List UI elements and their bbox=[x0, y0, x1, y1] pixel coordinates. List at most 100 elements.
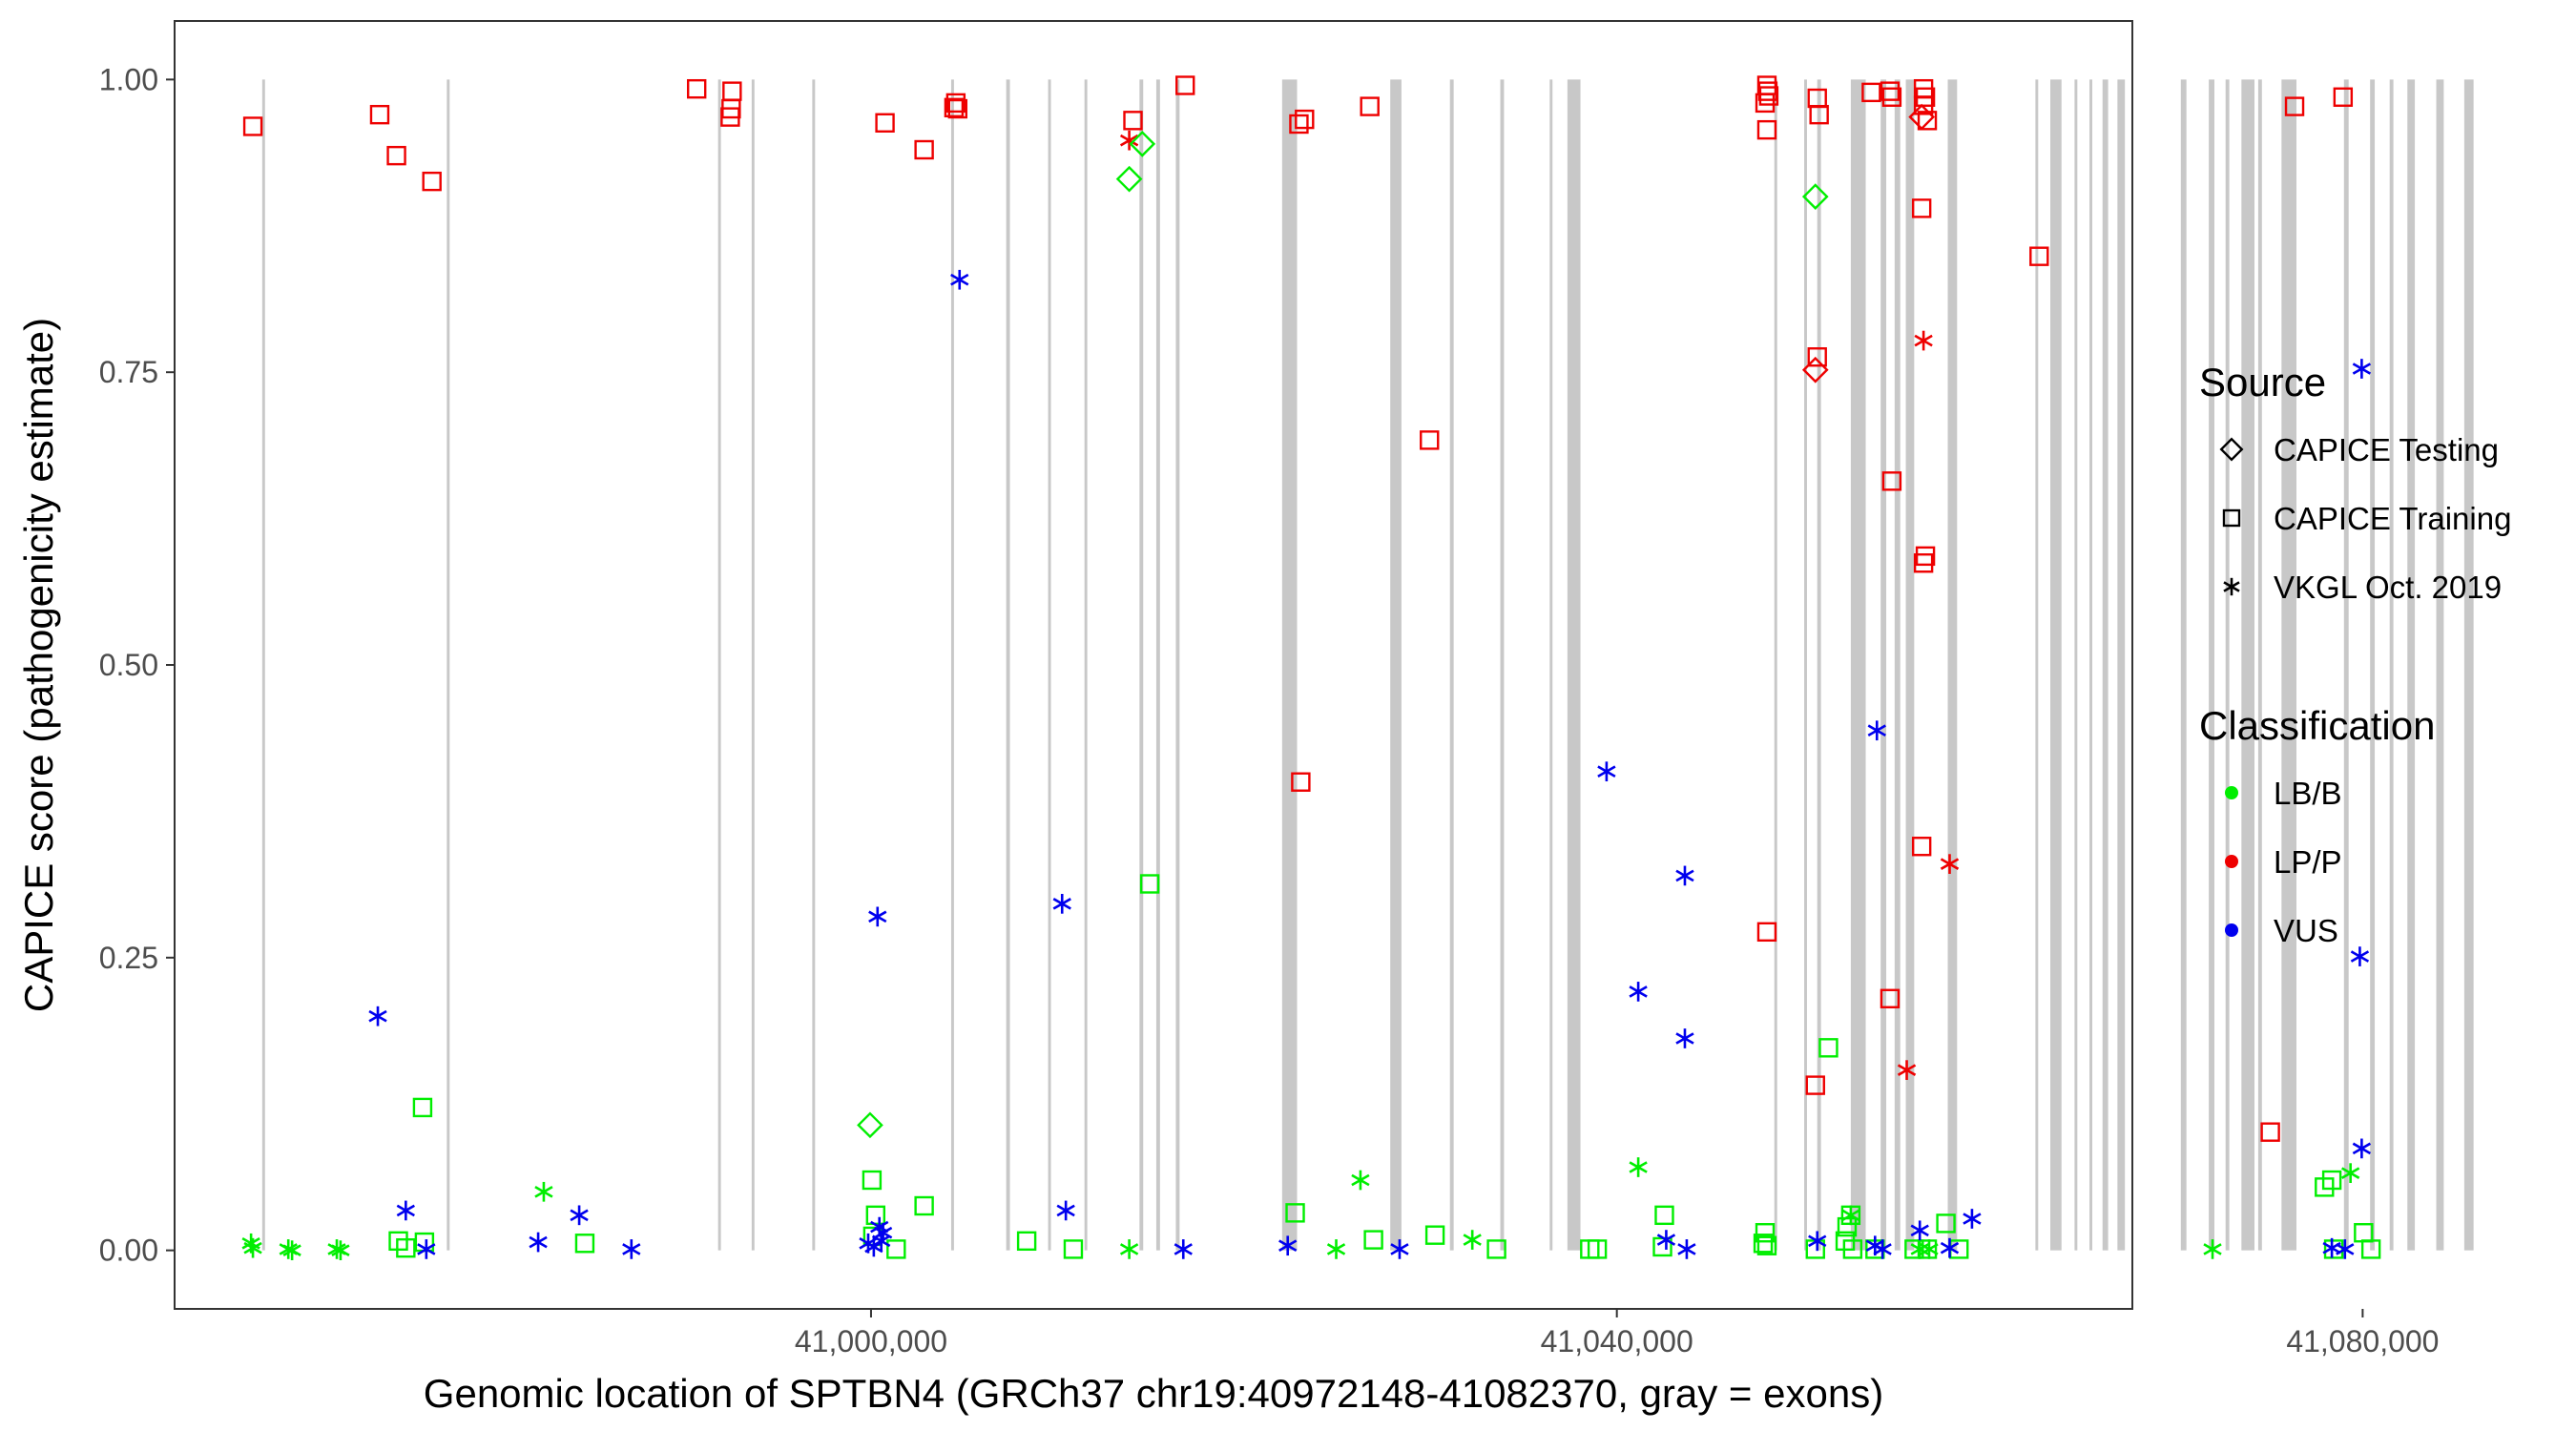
data-points bbox=[241, 75, 2381, 1260]
exon-band bbox=[2117, 79, 2126, 1251]
square-marker bbox=[369, 104, 390, 125]
exon-band bbox=[2436, 79, 2444, 1251]
asterisk-stroke bbox=[870, 1220, 889, 1234]
square-marker bbox=[1881, 87, 1902, 107]
legend-class-label: VUS bbox=[2274, 913, 2338, 948]
square-marker bbox=[944, 97, 965, 118]
data-point bbox=[1677, 1239, 1696, 1259]
asterisk-stroke bbox=[2350, 950, 2370, 963]
data-point bbox=[1842, 1239, 1863, 1259]
data-point bbox=[687, 78, 707, 99]
data-point bbox=[872, 1231, 891, 1252]
exon-band bbox=[1048, 79, 1051, 1251]
asterisk-stroke bbox=[243, 1241, 262, 1255]
exon-band bbox=[1549, 79, 1553, 1251]
asterisk-stroke bbox=[241, 1236, 260, 1250]
data-point bbox=[1174, 1239, 1193, 1259]
data-point bbox=[2260, 1122, 2280, 1142]
data-point bbox=[1913, 553, 1934, 573]
data-point bbox=[868, 906, 887, 927]
square-marker bbox=[1809, 104, 1829, 125]
square-marker bbox=[1842, 1239, 1863, 1259]
square-marker bbox=[1807, 347, 1827, 367]
square-marker bbox=[914, 139, 934, 160]
exon-band bbox=[1817, 79, 1821, 1251]
square-marker bbox=[2029, 246, 2049, 266]
square-marker bbox=[1063, 1239, 1084, 1259]
legend-class-key bbox=[2225, 855, 2238, 868]
exon-band bbox=[1390, 79, 1402, 1251]
asterisk-stroke bbox=[2352, 1142, 2372, 1155]
square-marker bbox=[1755, 1223, 1776, 1243]
data-point bbox=[2350, 946, 2370, 966]
exon-band bbox=[2463, 79, 2474, 1251]
square-marker bbox=[1756, 119, 1777, 140]
square-marker bbox=[687, 78, 707, 99]
square-marker bbox=[1654, 1205, 1674, 1226]
square-marker bbox=[1295, 109, 1315, 130]
exon-band bbox=[2407, 79, 2416, 1251]
data-point bbox=[1123, 111, 1143, 131]
exon-band bbox=[1084, 79, 1088, 1251]
data-point bbox=[1675, 865, 1694, 886]
asterisk-stroke bbox=[864, 1240, 883, 1254]
exon-band bbox=[2389, 79, 2394, 1251]
asterisk-stroke bbox=[1174, 1243, 1193, 1255]
data-point bbox=[534, 1181, 553, 1202]
data-point bbox=[2336, 1239, 2355, 1259]
data-point bbox=[368, 1006, 387, 1027]
square-marker bbox=[422, 171, 442, 192]
data-point bbox=[1119, 1239, 1139, 1259]
data-point bbox=[1486, 1239, 1506, 1259]
data-point bbox=[1818, 1038, 1839, 1058]
data-point bbox=[1801, 356, 1829, 384]
square-marker bbox=[1818, 1038, 1839, 1058]
data-point bbox=[1656, 1230, 1676, 1250]
square-marker bbox=[1123, 111, 1143, 131]
asterisk-stroke bbox=[1119, 134, 1139, 147]
data-point bbox=[1390, 1239, 1409, 1259]
exon-band bbox=[1804, 79, 1807, 1251]
y-tick-label: 0.75 bbox=[99, 355, 158, 389]
data-point bbox=[1115, 165, 1143, 193]
diamond-marker bbox=[857, 1111, 883, 1139]
data-point bbox=[1897, 1060, 1917, 1080]
data-point bbox=[2352, 359, 2372, 379]
asterisk-stroke bbox=[2223, 581, 2240, 592]
data-point bbox=[1291, 772, 1311, 792]
asterisk-stroke bbox=[868, 910, 887, 923]
exon-band bbox=[261, 79, 265, 1251]
asterisk-stroke bbox=[1940, 858, 1960, 870]
square-marker bbox=[1936, 1213, 1956, 1234]
data-point bbox=[386, 145, 406, 166]
exon-band bbox=[1894, 79, 1901, 1251]
data-point bbox=[1880, 81, 1901, 101]
legend-source-key bbox=[2219, 437, 2244, 462]
data-point bbox=[1807, 347, 1827, 367]
asterisk-stroke bbox=[1867, 724, 1886, 737]
data-point bbox=[1758, 86, 1779, 106]
asterisk-stroke bbox=[1390, 1243, 1409, 1255]
data-point bbox=[1940, 854, 1960, 874]
data-point bbox=[1285, 1203, 1305, 1223]
asterisk-stroke bbox=[1841, 1209, 1860, 1222]
data-point bbox=[2284, 96, 2305, 116]
data-point bbox=[1753, 1234, 1774, 1254]
data-point bbox=[1911, 198, 1932, 218]
exon-band bbox=[2089, 79, 2092, 1251]
square-marker bbox=[412, 1097, 433, 1118]
square-marker bbox=[947, 98, 967, 119]
square-marker bbox=[875, 113, 895, 133]
square-marker bbox=[1139, 874, 1160, 894]
asterisk-stroke bbox=[331, 1244, 350, 1256]
data-point bbox=[1913, 95, 1934, 115]
asterisk-stroke bbox=[1940, 1241, 1960, 1255]
data-point bbox=[944, 97, 965, 118]
data-point bbox=[1755, 1223, 1776, 1243]
square-marker bbox=[1756, 922, 1777, 943]
square-marker bbox=[2323, 1239, 2344, 1259]
data-point bbox=[720, 107, 740, 127]
square-marker bbox=[1904, 1239, 1924, 1259]
exon-band bbox=[1281, 79, 1298, 1251]
exon-band bbox=[2074, 79, 2078, 1251]
